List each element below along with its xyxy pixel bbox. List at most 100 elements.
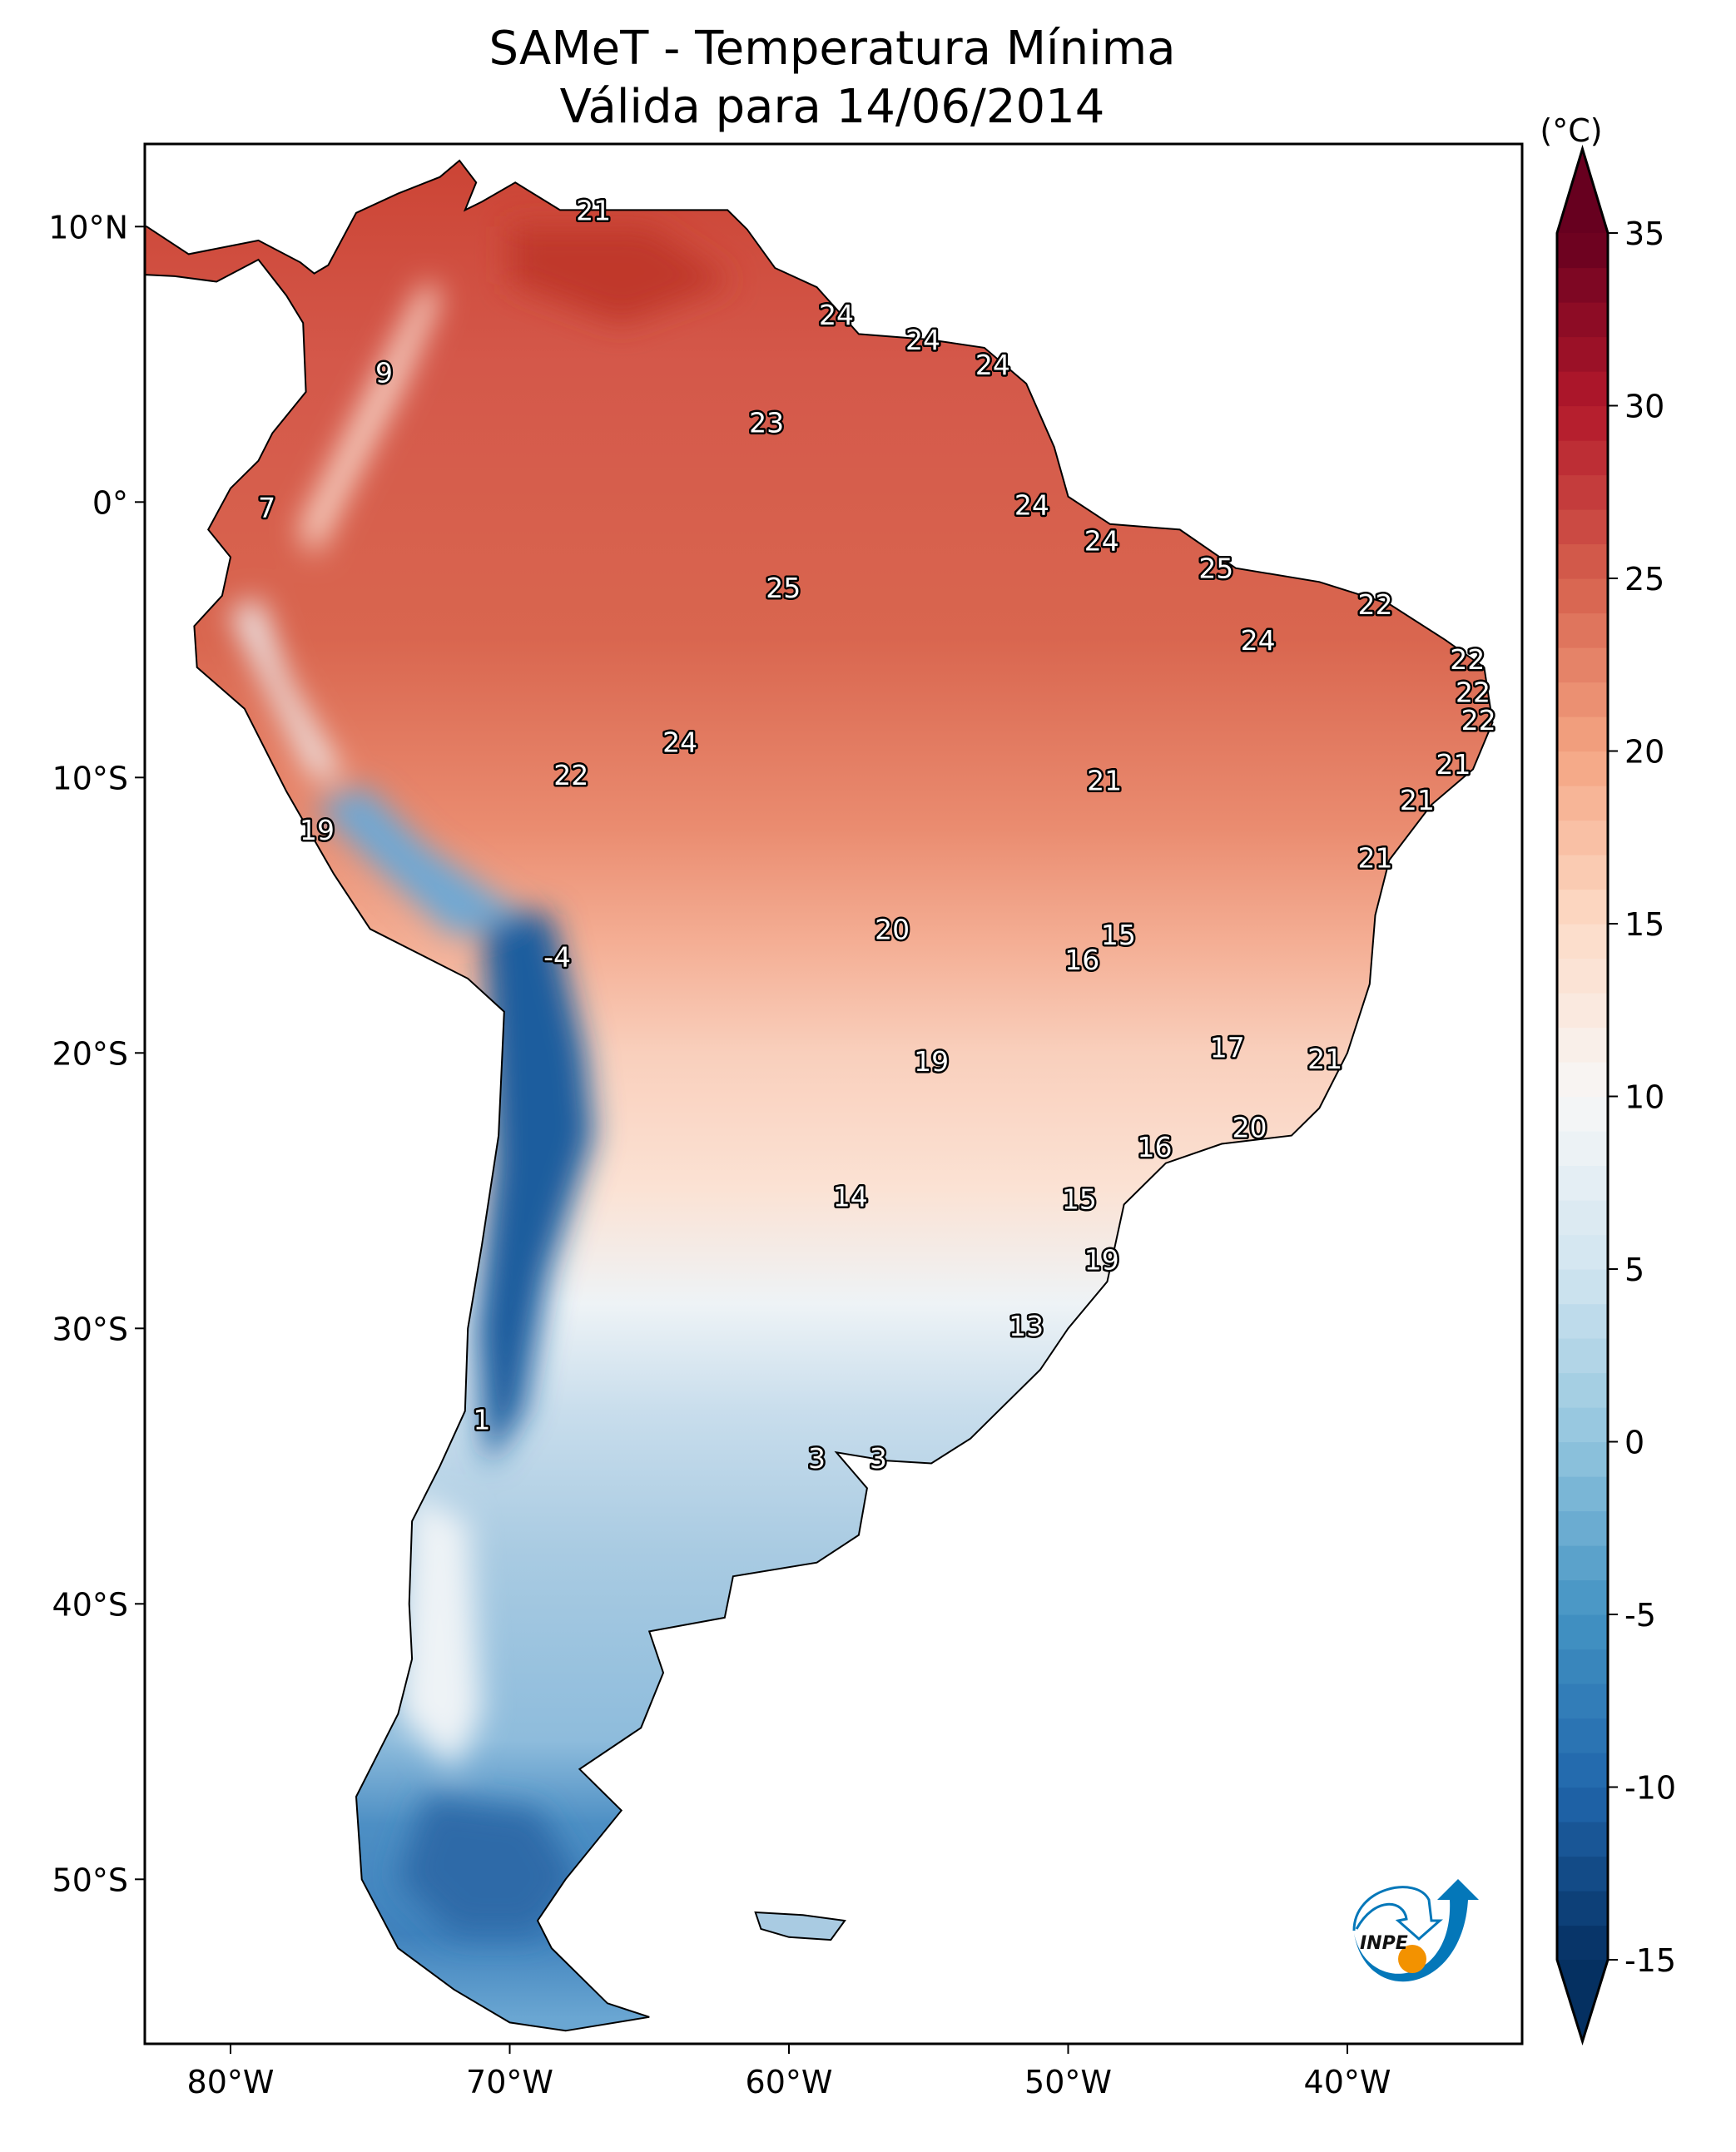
- title-line-2: Válida para 14/06/2014: [560, 80, 1105, 134]
- y-tick-label: 50°S: [52, 1862, 128, 1898]
- station-temperature-label: 24: [905, 324, 940, 356]
- colorbar-tick-label: 0: [1624, 1425, 1644, 1461]
- colorbar-band: [1557, 474, 1608, 510]
- colorbar-band: [1557, 1165, 1608, 1201]
- x-tick-label: 80°W: [187, 2064, 275, 2100]
- map-frame: [143, 142, 1524, 2045]
- y-tick-label: 30°S: [52, 1311, 128, 1347]
- inpe-logo: INPE: [1352, 1879, 1479, 1982]
- station-temperature-label: 22: [1461, 704, 1496, 736]
- temperature-region: [476, 901, 594, 1466]
- colorbar-band: [1557, 1062, 1608, 1098]
- station-temperature-label: 24: [1084, 525, 1119, 558]
- colorbar-band: [1557, 1614, 1608, 1650]
- station-temperature-label: 24: [1014, 489, 1049, 522]
- falklands-coastline: [754, 1911, 846, 1941]
- colorbar-band: [1557, 267, 1608, 303]
- temperature-region: [509, 226, 733, 324]
- station-temperature-label: 21: [1307, 1043, 1342, 1075]
- temperature-field: [145, 160, 1493, 2031]
- colorbar-band: [1557, 1718, 1608, 1753]
- colorbar-band: [1557, 405, 1608, 441]
- station-temperature-label: 24: [975, 349, 1010, 381]
- colorbar-band: [1557, 855, 1608, 890]
- station-temperature-label: 22: [1450, 643, 1485, 676]
- station-temperature-label: 23: [749, 406, 784, 439]
- y-tick-label: 10°N: [48, 209, 128, 245]
- colorbar-tick-label: 15: [1624, 906, 1664, 943]
- station-temperature-label: 3: [870, 1442, 887, 1475]
- colorbar-band: [1557, 1787, 1608, 1822]
- colorbar-extend-min: [1557, 1960, 1608, 2041]
- temperature-region: [398, 1493, 482, 1769]
- temperature-region: [398, 1797, 580, 1935]
- colorbar-band: [1557, 1545, 1608, 1581]
- colorbar-band: [1557, 889, 1608, 925]
- colorbar-band: [1557, 233, 1608, 269]
- station-temperature-label: 17: [1210, 1032, 1245, 1064]
- colorbar-band: [1557, 1234, 1608, 1270]
- colorbar-label: (°C): [1540, 112, 1602, 149]
- colorbar-band: [1557, 1510, 1608, 1546]
- colorbar-band: [1557, 1338, 1608, 1374]
- station-temperature-label: 7: [258, 492, 275, 524]
- station-temperature-label: 19: [914, 1045, 949, 1078]
- station-temperature-label: 1: [473, 1404, 490, 1436]
- colorbar-band: [1557, 993, 1608, 1029]
- station-temperature-label: 21: [576, 194, 611, 226]
- station-temperature-label: 21: [1400, 784, 1435, 816]
- station-temperature-label: -4: [543, 940, 571, 973]
- colorbar-band: [1557, 1269, 1608, 1305]
- temperature-region: [300, 281, 440, 558]
- colorbar-band: [1557, 1891, 1608, 1926]
- station-temperature-label: 24: [819, 299, 854, 331]
- colorbar-band: [1557, 1476, 1608, 1512]
- colorbar-band: [1557, 1753, 1608, 1788]
- station-temperature-label: 24: [1241, 624, 1276, 657]
- colorbar-band: [1557, 1925, 1608, 1961]
- station-temperature-label: 22: [1456, 677, 1490, 709]
- coastline: [145, 159, 1494, 2032]
- colorbar-band: [1557, 1579, 1608, 1615]
- colorbar-tick-label: 5: [1624, 1252, 1644, 1288]
- colorbar-band: [1557, 1096, 1608, 1132]
- colorbar-band: [1557, 924, 1608, 959]
- x-tick-label: 50°W: [1024, 2064, 1112, 2100]
- colorbar-band: [1557, 958, 1608, 994]
- axes: 80°W 70°W 60°W 50°W 40°W 10°N 0° 10°S 20°S 30°S 40…: [48, 209, 1391, 2100]
- colorbar-band: [1557, 1303, 1608, 1339]
- colorbar-band: [1557, 1441, 1608, 1477]
- colorbar-band: [1557, 1407, 1608, 1443]
- temperature-region: [314, 786, 524, 938]
- colorbar-tick-label: -10: [1624, 1770, 1676, 1807]
- station-temperature-label: 15: [1101, 919, 1136, 951]
- colorbar-tick-label: 25: [1624, 561, 1664, 598]
- colorbar-tick-label: -15: [1624, 1942, 1676, 1979]
- colorbar-band: [1557, 371, 1608, 407]
- colorbar-band: [1557, 786, 1608, 821]
- colorbar-band: [1557, 717, 1608, 752]
- colorbar-band: [1557, 578, 1608, 614]
- station-temperature-label: 25: [1198, 553, 1233, 585]
- colorbar-band: [1557, 1856, 1608, 1892]
- station-temperature-label: 14: [833, 1180, 868, 1212]
- logo-text: INPE: [1360, 1933, 1408, 1954]
- y-tick-label: 40°S: [52, 1586, 128, 1623]
- colorbar-band: [1557, 543, 1608, 579]
- station-temperature-label: 3: [808, 1442, 826, 1475]
- y-tick-label: 20°S: [52, 1035, 128, 1072]
- station-temperature-label: 9: [375, 357, 393, 389]
- y-tick-label: 10°S: [52, 760, 128, 796]
- colorbar-tick-label: -5: [1624, 1597, 1656, 1634]
- colorbar-tick-label: 20: [1624, 734, 1664, 771]
- colorbar: 35 30 25 20 15 10 5 0 -5 -10 -15: [1555, 144, 1676, 2046]
- station-temperature-label: 16: [1138, 1131, 1173, 1163]
- colorbar-band: [1557, 1683, 1608, 1719]
- colorbar-band: [1557, 509, 1608, 545]
- colorbar-band: [1557, 820, 1608, 855]
- station-temperature-label: 22: [1358, 588, 1393, 621]
- x-tick-label: 40°W: [1304, 2064, 1391, 2100]
- station-temperature-label: 20: [1233, 1112, 1267, 1144]
- station-temperature-label: 21: [1436, 748, 1471, 781]
